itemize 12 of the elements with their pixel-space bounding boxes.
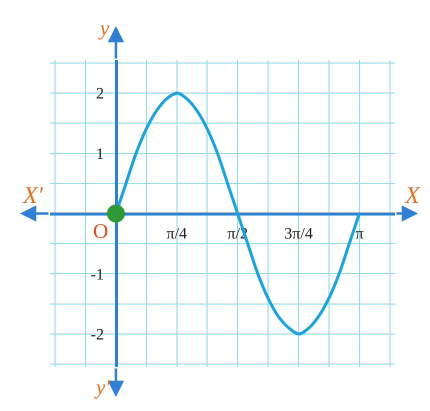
y-tick-label: 1 bbox=[96, 146, 104, 163]
text: y′ bbox=[94, 375, 110, 399]
text: X′ bbox=[22, 183, 44, 209]
annotation: O bbox=[93, 219, 108, 243]
y-axis-title: y bbox=[98, 16, 110, 40]
x-tick-label: π bbox=[355, 225, 364, 242]
x-tick-label: 3π/4 bbox=[284, 225, 313, 242]
x-tick-label: π/4 bbox=[166, 225, 188, 242]
y-tick-label: 2 bbox=[96, 86, 104, 103]
x-axis-title: X bbox=[404, 183, 421, 209]
y-tick-label: -2 bbox=[90, 326, 104, 344]
y-tick-label: -1 bbox=[90, 266, 104, 284]
